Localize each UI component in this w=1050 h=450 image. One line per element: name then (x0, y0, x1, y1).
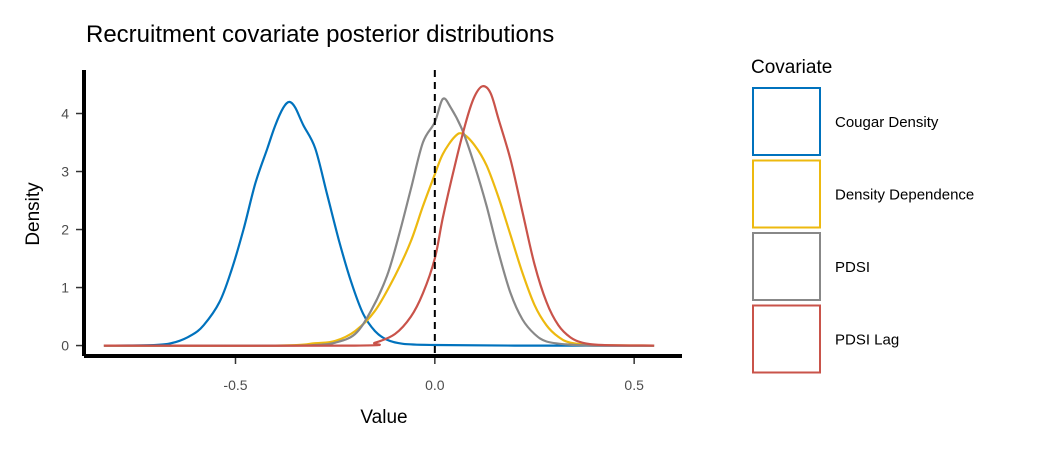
legend: Covariate Cougar Density Density Dependen… (751, 57, 974, 374)
plot-area: -0.5 0.0 0.5 0 1 2 3 4 (61, 70, 682, 393)
x-axis-ticks: -0.5 0.0 0.5 (223, 358, 644, 393)
legend-key-pdsi (752, 232, 821, 301)
x-tick-label: 0.0 (425, 377, 445, 393)
y-tick-label: 1 (61, 280, 69, 296)
legend-key-pdsi-lag (752, 304, 821, 374)
series-line-cougar-density (103, 100, 655, 347)
legend-label-density-dependence: Density Dependence (835, 187, 974, 204)
y-tick-label: 4 (61, 106, 69, 122)
legend-items: Cougar Density Density Dependence PDSI PDSI… (752, 87, 974, 374)
series-line-pdsi-lag (103, 85, 655, 347)
y-tick-label: 0 (61, 338, 69, 354)
y-axis-title: Density (23, 182, 44, 246)
series-layer (103, 85, 655, 347)
legend-label-pdsi-lag: PDSI Lag (835, 332, 899, 349)
legend-title: Covariate (751, 57, 832, 78)
legend-key-density-dependence (752, 159, 821, 229)
series-line-pdsi (103, 97, 655, 347)
y-tick-label: 3 (61, 164, 69, 180)
y-tick-label: 2 (61, 222, 69, 238)
legend-label-pdsi: PDSI (835, 259, 870, 276)
x-tick-label: 0.5 (624, 377, 644, 393)
x-axis-title: Value (360, 407, 407, 428)
legend-label-cougar-density: Cougar Density (835, 114, 939, 131)
legend-key-cougar-density (752, 87, 821, 156)
x-tick-label: -0.5 (223, 377, 247, 393)
series-line-density-dependence (103, 132, 655, 347)
chart-title: Recruitment covariate posterior distribu… (86, 21, 554, 48)
y-axis-ticks: 0 1 2 3 4 (61, 106, 82, 354)
